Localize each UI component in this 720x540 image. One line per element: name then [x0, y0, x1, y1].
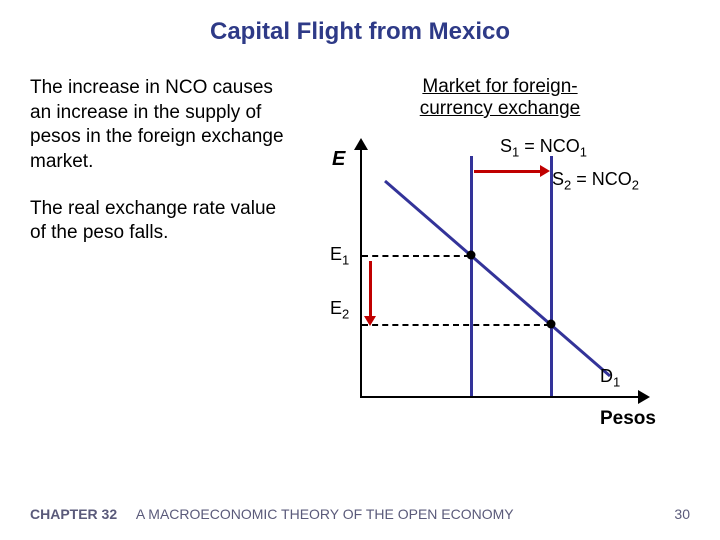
- paragraph-2: The real exchange rate value of the peso…: [30, 197, 290, 246]
- down-arrow-icon: [369, 261, 372, 316]
- demand-line: [300, 76, 680, 436]
- dashed-line-e1: [362, 255, 470, 257]
- shift-arrow-icon: [474, 170, 540, 173]
- content-row: The increase in NCO causes an increase i…: [0, 76, 720, 436]
- slide-title: Capital Flight from Mexico: [0, 0, 720, 46]
- s1-label: S1 = NCO1: [500, 136, 587, 160]
- dashed-line-e2: [362, 324, 550, 326]
- e1-label: E1: [330, 244, 349, 268]
- left-column: The increase in NCO causes an increase i…: [0, 76, 300, 436]
- demand-label: D1: [600, 366, 620, 390]
- paragraph-1: The increase in NCO causes an increase i…: [30, 76, 290, 175]
- footer-subtitle: A MACROECONOMIC THEORY OF THE OPEN ECONO…: [136, 506, 514, 522]
- page-number: 30: [674, 506, 690, 522]
- intersection-dot-1: [467, 251, 476, 260]
- footer-chapter: CHAPTER 32: [30, 506, 117, 522]
- chart-area: Market for foreign-currency exchange E P…: [300, 76, 680, 436]
- shift-arrow-head-icon: [540, 165, 550, 177]
- intersection-dot-2: [547, 320, 556, 329]
- down-arrow-head-icon: [364, 316, 376, 326]
- e2-label: E2: [330, 298, 349, 322]
- s2-label: S2 = NCO2: [552, 169, 639, 193]
- footer: CHAPTER 32 A MACROECONOMIC THEORY OF THE…: [30, 506, 690, 522]
